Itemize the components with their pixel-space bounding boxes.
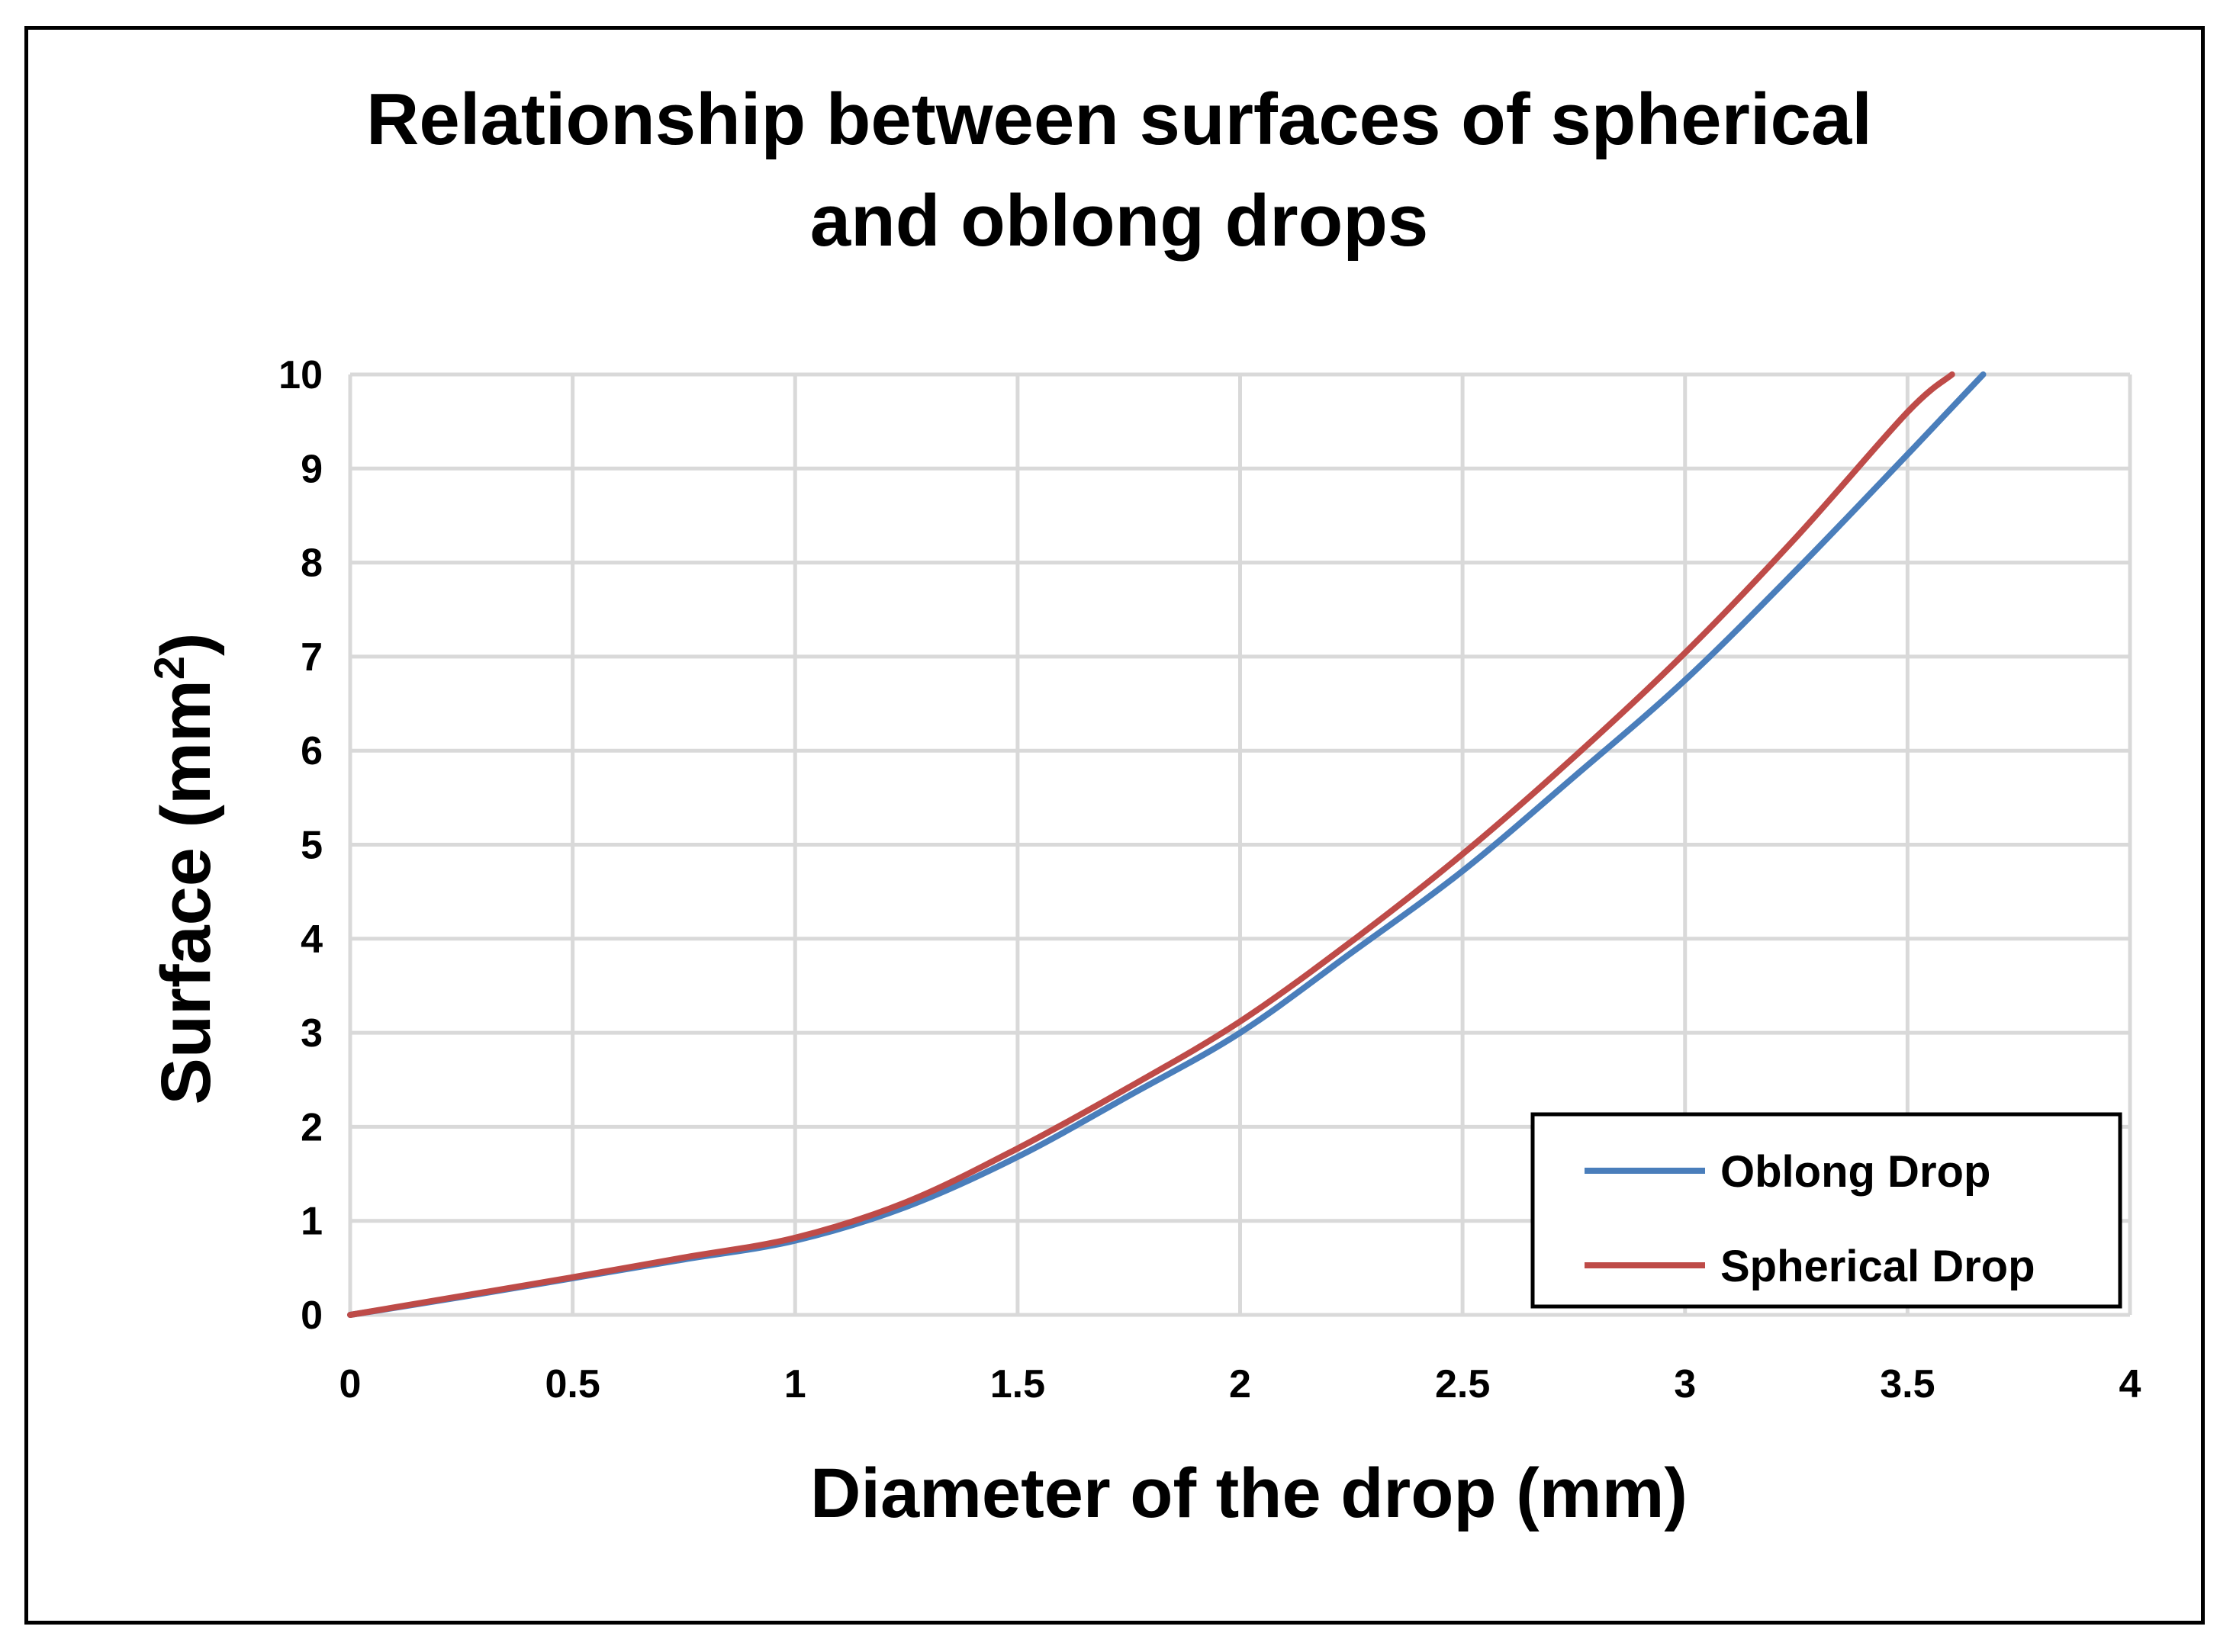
x-tick-label: 0 <box>339 1362 362 1406</box>
y-tick-label: 6 <box>301 729 323 773</box>
x-tick-label: 2 <box>1229 1362 1251 1406</box>
x-tick-label: 2.5 <box>1435 1362 1490 1406</box>
y-tick-label: 4 <box>301 918 323 962</box>
y-tick-label: 7 <box>301 635 323 680</box>
x-tick-label: 4 <box>2119 1362 2141 1406</box>
y-tick-label: 5 <box>301 824 323 868</box>
y-tick-label: 3 <box>301 1011 323 1056</box>
y-tick-label: 0 <box>301 1294 323 1338</box>
legend: Oblong Drop Spherical Drop <box>1530 1112 2122 1309</box>
x-tick-label: 1 <box>784 1362 806 1406</box>
legend-label-oblong: Oblong Drop <box>1720 1147 1990 1197</box>
tick-labels: 0 0.5 1 1.5 2 2.5 3 3.5 4 0 1 2 3 4 5 6 7 8 9 10 <box>278 353 2141 1406</box>
x-axis-title: Diameter of the drop (mm) <box>810 1454 1688 1532</box>
x-tick-label: 3 <box>1674 1362 1696 1406</box>
y-tick-label: 8 <box>301 542 323 586</box>
series-line-spherical-drop <box>347 371 1955 1318</box>
chart-title: Relationship between surfaces of spheric… <box>366 79 1872 262</box>
y-axis-title-sup: 2 <box>145 656 193 680</box>
chart-frame: Relationship between surfaces of spheric… <box>24 26 2205 1625</box>
y-axis-title: Surface (mm2) <box>145 632 225 1104</box>
y-tick-label: 9 <box>301 447 323 491</box>
legend-box <box>1530 1112 2122 1309</box>
y-axis-title-main: Surface (mm <box>147 680 225 1104</box>
x-tick-label: 1.5 <box>990 1362 1045 1406</box>
y-tick-label: 2 <box>301 1105 323 1149</box>
chart-svg: Relationship between surfaces of spheric… <box>145 79 2141 1532</box>
y-axis-title-close: ) <box>147 632 225 656</box>
chart-title-line-1: Relationship between surfaces of spheric… <box>366 79 1872 160</box>
legend-label-spherical: Spherical Drop <box>1720 1242 2035 1291</box>
series-lines <box>347 371 1987 1318</box>
y-tick-label: 1 <box>301 1200 323 1244</box>
x-tick-label: 3.5 <box>1880 1362 1935 1406</box>
y-tick-label: 10 <box>278 353 323 397</box>
chart-title-line-2: and oblong drops <box>810 180 1429 262</box>
x-tick-label: 0.5 <box>545 1362 600 1406</box>
